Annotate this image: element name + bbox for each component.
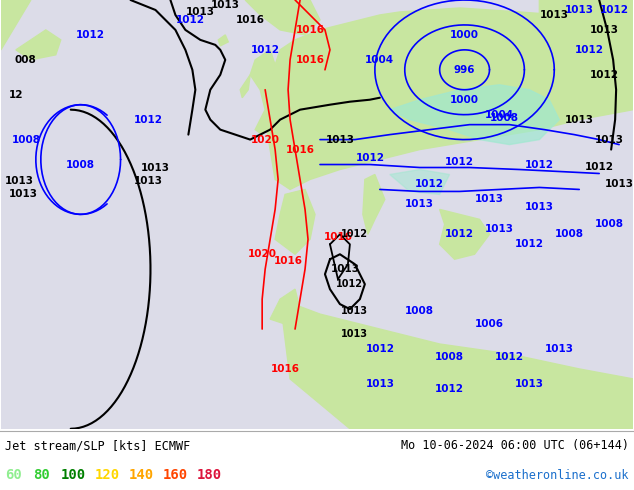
Text: 008: 008 xyxy=(15,55,37,65)
Text: 1008: 1008 xyxy=(555,229,584,239)
Text: 1000: 1000 xyxy=(450,95,479,105)
Text: 1013: 1013 xyxy=(475,195,504,204)
Polygon shape xyxy=(218,35,228,46)
Text: 1012: 1012 xyxy=(341,229,368,239)
Text: 1013: 1013 xyxy=(565,5,593,15)
Polygon shape xyxy=(280,299,633,429)
Text: 1016: 1016 xyxy=(295,25,325,35)
Text: 12: 12 xyxy=(9,90,23,100)
Text: 1012: 1012 xyxy=(445,229,474,239)
Text: 1008: 1008 xyxy=(66,160,95,170)
Text: 1013: 1013 xyxy=(590,25,619,35)
Text: 1012: 1012 xyxy=(76,30,105,40)
Text: 1008: 1008 xyxy=(490,113,519,122)
Text: 1013: 1013 xyxy=(525,202,554,212)
Text: 1013: 1013 xyxy=(141,163,170,172)
Text: 1016: 1016 xyxy=(295,55,325,65)
Text: 1016: 1016 xyxy=(236,15,264,25)
Text: 1012: 1012 xyxy=(585,162,614,172)
Polygon shape xyxy=(275,190,315,254)
Text: Jet stream/SLP [kts] ECMWF: Jet stream/SLP [kts] ECMWF xyxy=(5,439,190,452)
Text: 1016: 1016 xyxy=(323,232,353,243)
Text: 1012: 1012 xyxy=(365,344,394,354)
Text: 1020: 1020 xyxy=(248,249,276,259)
Text: 1012: 1012 xyxy=(337,279,363,289)
Text: 1012: 1012 xyxy=(355,152,384,163)
Text: 1013: 1013 xyxy=(605,179,633,190)
Text: 1012: 1012 xyxy=(250,45,280,55)
Text: 1016: 1016 xyxy=(271,364,300,374)
Text: 1013: 1013 xyxy=(341,306,368,316)
Text: 1012: 1012 xyxy=(495,352,524,362)
Text: 80: 80 xyxy=(33,468,49,482)
Text: 1012: 1012 xyxy=(515,239,544,249)
Text: 1013: 1013 xyxy=(186,7,215,17)
Text: 1013: 1013 xyxy=(405,199,434,209)
Text: 60: 60 xyxy=(5,468,22,482)
Text: 1012: 1012 xyxy=(525,160,554,170)
Text: Mo 10-06-2024 06:00 UTC (06+144): Mo 10-06-2024 06:00 UTC (06+144) xyxy=(401,439,629,452)
Polygon shape xyxy=(540,0,633,90)
Text: 1013: 1013 xyxy=(330,264,359,274)
Text: 1013: 1013 xyxy=(545,344,574,354)
Text: 1013: 1013 xyxy=(210,0,240,10)
Text: 1013: 1013 xyxy=(325,135,354,145)
Text: 1004: 1004 xyxy=(365,55,394,65)
Text: 1012: 1012 xyxy=(600,5,629,15)
Polygon shape xyxy=(270,289,300,324)
Text: 1020: 1020 xyxy=(250,135,280,145)
Text: 1013: 1013 xyxy=(4,176,34,187)
Polygon shape xyxy=(245,0,320,35)
Text: 1013: 1013 xyxy=(515,379,544,389)
Text: 1000: 1000 xyxy=(450,30,479,40)
Text: 1008: 1008 xyxy=(405,306,434,316)
Text: 996: 996 xyxy=(454,65,476,75)
Text: 1008: 1008 xyxy=(595,220,624,229)
Text: 140: 140 xyxy=(129,468,154,482)
Polygon shape xyxy=(265,8,633,190)
Polygon shape xyxy=(390,85,559,145)
Polygon shape xyxy=(240,75,250,98)
Text: 1004: 1004 xyxy=(485,110,514,120)
Text: 1008: 1008 xyxy=(435,352,464,362)
Text: 1013: 1013 xyxy=(341,329,368,339)
Text: 1016: 1016 xyxy=(285,145,314,154)
Polygon shape xyxy=(439,209,489,259)
Text: 120: 120 xyxy=(95,468,120,482)
Text: 1012: 1012 xyxy=(574,45,604,55)
Text: 1016: 1016 xyxy=(274,256,302,266)
Polygon shape xyxy=(363,174,385,234)
Text: 1006: 1006 xyxy=(475,319,504,329)
Text: 1012: 1012 xyxy=(134,115,163,124)
Text: 1013: 1013 xyxy=(595,135,624,145)
Polygon shape xyxy=(16,30,61,60)
Text: 1012: 1012 xyxy=(590,70,619,80)
Text: 1012: 1012 xyxy=(445,156,474,167)
Text: 1013: 1013 xyxy=(365,379,394,389)
Text: 1012: 1012 xyxy=(415,179,444,190)
Text: 1013: 1013 xyxy=(565,115,593,124)
Text: 160: 160 xyxy=(163,468,188,482)
Text: 1013: 1013 xyxy=(8,190,37,199)
Text: 100: 100 xyxy=(61,468,86,482)
Text: 1013: 1013 xyxy=(134,176,163,187)
Polygon shape xyxy=(1,0,31,50)
Polygon shape xyxy=(390,170,450,195)
Polygon shape xyxy=(250,50,278,135)
Text: 1012: 1012 xyxy=(435,384,464,394)
Text: 180: 180 xyxy=(197,468,222,482)
Text: 1012: 1012 xyxy=(176,15,205,25)
Text: ©weatheronline.co.uk: ©weatheronline.co.uk xyxy=(486,468,629,482)
Text: 1008: 1008 xyxy=(11,135,41,145)
Text: 1013: 1013 xyxy=(485,224,514,234)
Text: 1013: 1013 xyxy=(540,10,569,20)
